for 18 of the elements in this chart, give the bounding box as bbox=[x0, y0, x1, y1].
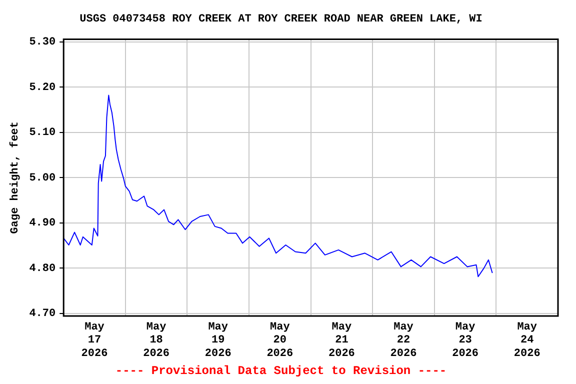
y-tick-label: 5.20 bbox=[29, 82, 56, 94]
chart-title: USGS 04073458 ROY CREEK AT ROY CREEK ROAD NEAR GREEN LAKE, WI bbox=[80, 13, 482, 26]
y-tick-label: 4.90 bbox=[29, 218, 56, 230]
y-tick-label: 4.70 bbox=[29, 308, 56, 320]
x-tick-label: May 23 2026 bbox=[452, 321, 479, 360]
x-tick-label: May 19 2026 bbox=[204, 321, 232, 360]
text: ---- Provisional Data Subject to Revision ---- bbox=[115, 364, 447, 378]
y-tick-label: 5.30 bbox=[29, 36, 56, 49]
x-tick-label: May 17 2026 bbox=[81, 321, 108, 360]
x-tick-label: May 24 2026 bbox=[514, 321, 540, 360]
x-tick-label: May 22 2026 bbox=[390, 321, 417, 360]
y-tick-label: 5.00 bbox=[29, 172, 56, 184]
y-axis-title: Gage height, feet bbox=[8, 121, 22, 234]
x-tick-label: May 20 2026 bbox=[266, 321, 294, 360]
y-tick-label: 5.10 bbox=[29, 127, 56, 140]
x-tick-label: May 21 2026 bbox=[328, 321, 355, 360]
y-tick-label: 4.80 bbox=[29, 262, 56, 275]
x-tick-label: May 18 2026 bbox=[143, 321, 170, 360]
